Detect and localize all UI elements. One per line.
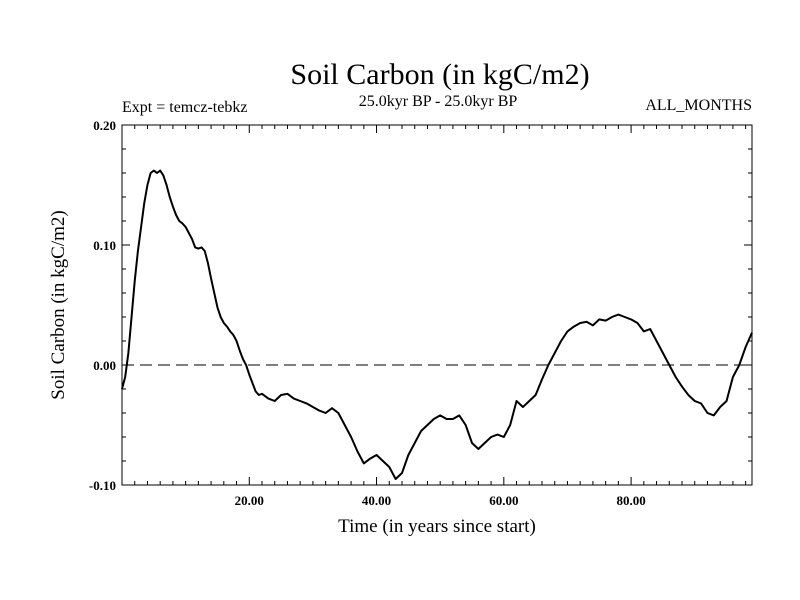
x-tick-label: 20.00 — [235, 493, 264, 508]
y-tick-label: -0.10 — [89, 478, 116, 493]
axis-ticks — [122, 125, 752, 485]
experiment-label: Expt = temcz-tebkz — [122, 99, 247, 116]
chart-subtitle: 25.0kyr BP - 25.0kyr BP — [359, 93, 518, 110]
x-tick-label: 80.00 — [616, 493, 645, 508]
y-tick-label: 0.10 — [93, 238, 116, 253]
months-label: ALL_MONTHS — [645, 97, 752, 114]
y-axis-title: Soil Carbon (in kgC/m2) — [48, 210, 69, 399]
y-tick-label: 0.00 — [93, 358, 116, 373]
plot-frame — [121, 124, 753, 486]
axis-tick-labels: 20.00 40.00 60.00 80.00 -0.10 0.00 0.10 0.20 — [89, 118, 646, 508]
x-axis-title: Time (in years since start) — [338, 516, 536, 537]
x-tick-label: 60.00 — [489, 493, 518, 508]
soil-carbon-series-line — [121, 169, 753, 480]
y-tick-label: 0.20 — [93, 118, 116, 133]
chart-title: Soil Carbon (in kgC/m2) — [290, 58, 589, 91]
x-tick-label: 40.00 — [362, 493, 391, 508]
